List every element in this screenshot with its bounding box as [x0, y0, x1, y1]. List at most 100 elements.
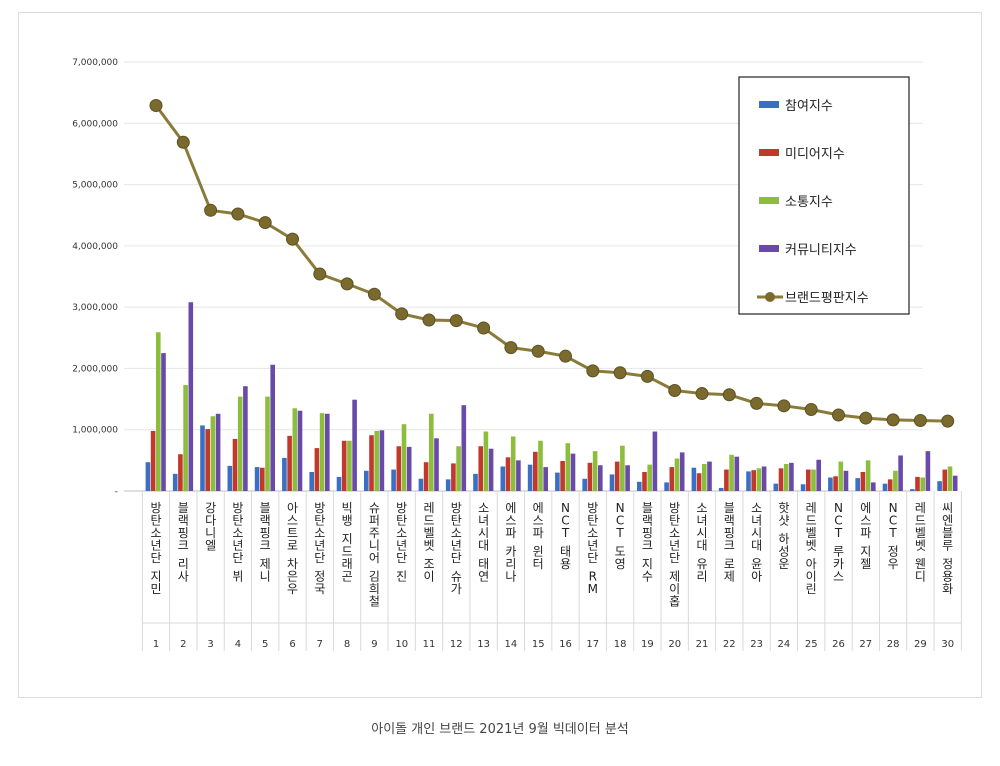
line-point [722, 388, 736, 402]
x-rank-label: 21 [696, 639, 709, 650]
bar [341, 440, 347, 491]
y-tick-label: 1,000,000 [72, 426, 118, 436]
bar [696, 473, 702, 491]
bar [724, 469, 729, 491]
bar [270, 364, 275, 491]
line-point [449, 314, 463, 328]
bar [319, 413, 325, 491]
bar [527, 464, 533, 491]
bar [505, 457, 511, 491]
bar [773, 483, 779, 491]
bar [756, 468, 762, 491]
legend-label: 참여지수 [785, 99, 833, 114]
x-rank-label: 7 [317, 639, 323, 650]
line-point [804, 402, 818, 416]
bar [609, 474, 615, 491]
bar [952, 475, 958, 491]
bar [652, 431, 658, 491]
bar [702, 464, 707, 491]
bar [838, 461, 844, 491]
y-tick-label: 5,000,000 [72, 181, 118, 191]
bar [282, 457, 287, 491]
bar [178, 454, 183, 491]
bar [156, 332, 161, 491]
bar [816, 459, 821, 491]
line-point [176, 135, 190, 149]
bar [625, 465, 630, 491]
bar [418, 478, 424, 491]
legend-swatch [759, 149, 779, 156]
x-rank-label: 14 [505, 639, 518, 650]
x-rank-label: 9 [371, 639, 377, 650]
bar [325, 413, 330, 491]
bar [265, 396, 270, 491]
bar [860, 472, 866, 491]
bar [669, 467, 675, 491]
y-tick-label: 3,000,000 [72, 303, 118, 313]
bar [488, 448, 494, 491]
bar [937, 481, 942, 491]
bar [538, 440, 543, 491]
line-point [695, 387, 709, 401]
bar [200, 425, 205, 491]
bar [379, 430, 385, 491]
bar [406, 446, 412, 491]
bar [516, 460, 521, 491]
bar [145, 462, 151, 491]
line-point [777, 399, 791, 413]
bar [751, 470, 756, 491]
line-point [395, 307, 409, 321]
y-tick-label: 2,000,000 [72, 364, 118, 374]
bar [691, 467, 697, 491]
bar [734, 456, 740, 491]
line-point [613, 366, 627, 380]
legend-label: 커뮤니티지수 [785, 243, 857, 258]
bar [679, 452, 685, 491]
x-rank-label: 29 [914, 639, 927, 650]
line-point [367, 287, 381, 301]
bar [947, 466, 953, 491]
x-rank-label: 11 [423, 639, 436, 650]
x-rank-label: 24 [778, 639, 791, 650]
legend-label: 브랜드평판지수 [785, 291, 869, 306]
chart-frame: - 1,000,000 2,000,000 3,000,000 4,000,000 5,0… [18, 12, 982, 698]
bar [374, 430, 379, 491]
x-rank-label: 19 [641, 639, 654, 650]
bar [473, 473, 478, 491]
x-rank-label: 1 [153, 639, 159, 650]
line-point [668, 383, 682, 397]
bar [215, 413, 221, 491]
bar [423, 462, 429, 491]
bar [560, 460, 565, 491]
bar [637, 481, 642, 491]
bar [833, 476, 838, 491]
bar [555, 472, 560, 491]
line-point [586, 364, 600, 378]
bar [391, 469, 396, 491]
x-rank-label: 5 [262, 639, 268, 650]
line-point [231, 207, 245, 221]
bar [183, 384, 188, 491]
x-rank-label: 3 [207, 639, 213, 650]
bar [543, 467, 548, 491]
bar [718, 487, 724, 491]
bar [674, 458, 680, 491]
legend-label: 미디어지수 [785, 147, 845, 162]
line-point [313, 267, 327, 281]
x-rank-label: 22 [723, 639, 736, 650]
line-point [750, 396, 764, 410]
bar [451, 463, 456, 491]
